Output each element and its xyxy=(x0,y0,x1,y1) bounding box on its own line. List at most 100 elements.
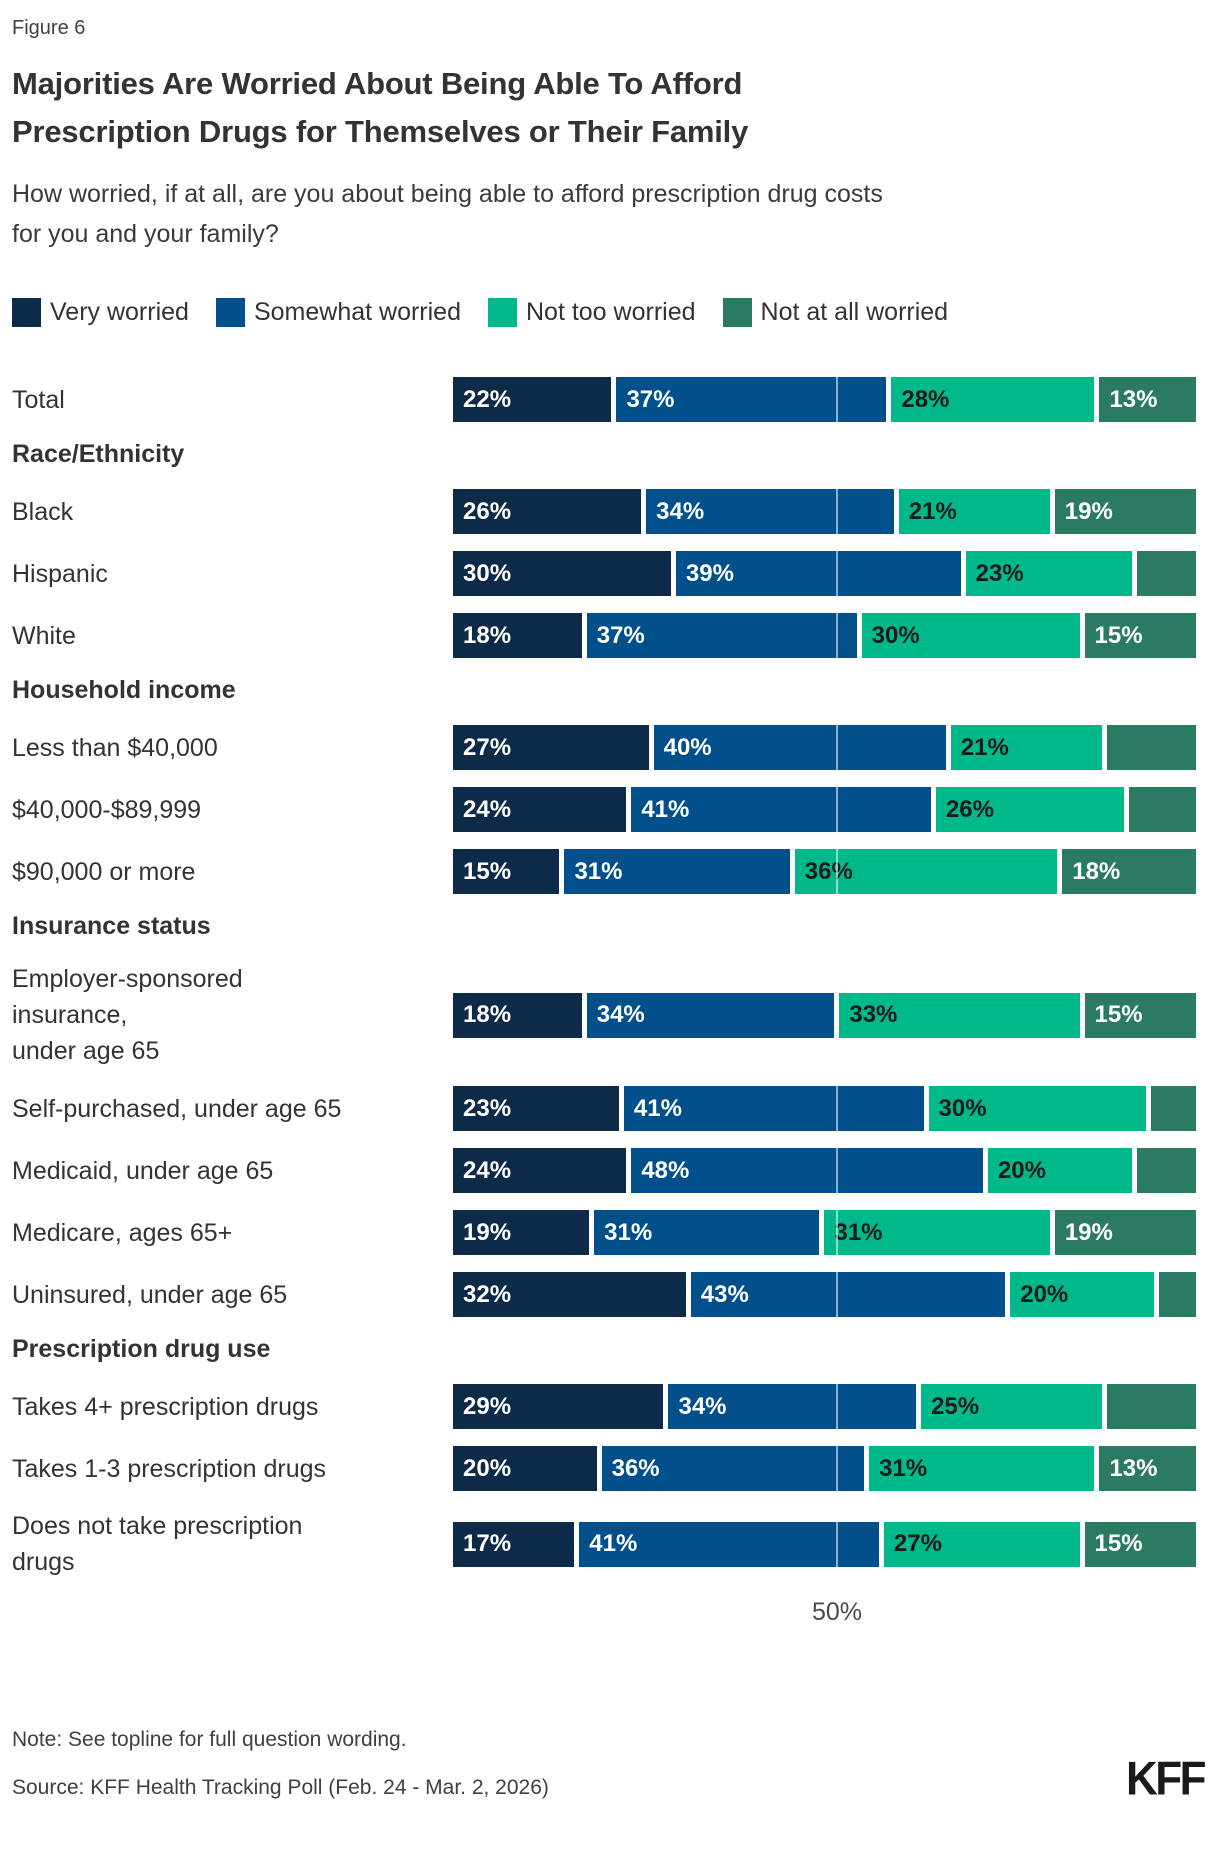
segment-value-label: 19% xyxy=(1064,497,1113,525)
chart-subtitle-line2: for you and your family? xyxy=(12,220,279,248)
segment-value-label: 24% xyxy=(463,795,512,823)
segment-value-label: 21% xyxy=(960,733,1009,761)
chart-title-line1: Majorities Are Worried About Being Able … xyxy=(12,66,743,101)
row-label: $40,000-$89,999 xyxy=(12,795,202,824)
legend-swatch-very-worried xyxy=(12,298,41,327)
segment-not-too-worried: 26% xyxy=(935,787,1130,832)
segment-value-label: 27% xyxy=(893,1530,942,1557)
segment-value-label: 17% xyxy=(463,1530,512,1557)
segment-very-worried: 15% xyxy=(453,849,565,894)
segment-not-too-worried: 31% xyxy=(824,1210,1055,1255)
chart-row: White 18% 37% 30% 15% xyxy=(0,613,1220,658)
segment-not-too-worried: 28% xyxy=(891,377,1100,422)
bar-track: 17% 41% 27% 15% xyxy=(453,1521,1196,1567)
segment-somewhat-worried: 37% xyxy=(586,613,862,658)
segment-value-label: 41% xyxy=(633,1094,682,1122)
segment-not-at-all-worried: 19% xyxy=(1054,489,1196,534)
segment-value-label: 41% xyxy=(641,795,690,823)
segment-very-worried: 19% xyxy=(453,1210,595,1255)
segment-value-label: 23% xyxy=(975,559,1024,587)
segment-value-label: 19% xyxy=(463,1218,512,1246)
segment-value-label: 43% xyxy=(700,1280,749,1308)
chart-row: Less than $40,000 27% 40% 21% xyxy=(0,725,1220,770)
segment-not-at-all-worried: 13% xyxy=(1099,1446,1196,1491)
segment-value-label: 15% xyxy=(1094,1001,1143,1028)
segment-value-label: 13% xyxy=(1109,1454,1158,1482)
segment-value-label: 31% xyxy=(574,857,623,885)
segment-value-label: 26% xyxy=(463,497,512,525)
legend-item-not-at-all-worried: Not at all worried xyxy=(722,298,948,327)
segment-not-too-worried: 20% xyxy=(987,1148,1137,1193)
segment-not-too-worried: 23% xyxy=(965,551,1137,596)
segment-not-at-all-worried xyxy=(1106,1384,1196,1429)
row-label: Medicare, ages 65+ xyxy=(12,1218,233,1247)
segment-very-worried: 18% xyxy=(453,613,587,658)
segment-value-label: 34% xyxy=(656,497,705,525)
segment-very-worried: 24% xyxy=(453,1148,632,1193)
kff-logo: KFF xyxy=(1125,1752,1207,1806)
segment-not-at-all-worried: 15% xyxy=(1084,613,1196,658)
section-header: Household income xyxy=(12,676,236,704)
chart-title-line2: Prescription Drugs for Themselves or The… xyxy=(12,114,749,149)
segment-somewhat-worried: 34% xyxy=(668,1384,922,1429)
segment-value-label: 18% xyxy=(463,621,512,649)
chart-row: Uninsured, under age 65 32% 43% 20% xyxy=(0,1272,1220,1317)
bar-track: 23% 41% 30% xyxy=(453,1086,1196,1131)
segment-somewhat-worried: 43% xyxy=(690,1272,1011,1317)
segment-not-at-all-worried xyxy=(1136,551,1196,596)
chart-subtitle: How worried, if at all, are you about be… xyxy=(0,174,1220,254)
segment-value-label: 48% xyxy=(641,1156,690,1184)
segment-not-too-worried: 21% xyxy=(950,725,1107,770)
segment-very-worried: 22% xyxy=(453,377,617,422)
segment-very-worried: 24% xyxy=(453,787,632,832)
segment-value-label: 36% xyxy=(611,1454,660,1482)
bar-track: 24% 48% 20% xyxy=(453,1148,1196,1193)
row-label: Does not take prescription drugs xyxy=(12,1512,303,1576)
legend-swatch-somewhat-worried xyxy=(215,298,245,327)
bar-track: 18% 37% 30% 15% xyxy=(453,613,1196,658)
row-label: Total xyxy=(12,385,65,414)
chart-title: Majorities Are Worried About Being Able … xyxy=(0,60,1220,156)
row-label: Less than $40,000 xyxy=(12,733,218,762)
row-label: Takes 1-3 prescription drugs xyxy=(12,1454,327,1483)
legend-item-not-too-worried: Not too worried xyxy=(487,298,696,327)
segment-somewhat-worried: 36% xyxy=(601,1446,870,1491)
bar-track: 15% 31% 36% 18% xyxy=(453,849,1196,894)
note-text: Note: See topline for full question word… xyxy=(12,1728,407,1751)
bar-track: 18% 34% 33% 15% xyxy=(453,992,1196,1038)
segment-not-too-worried: 30% xyxy=(861,613,1085,658)
bar-track: 20% 36% 31% 13% xyxy=(453,1446,1196,1491)
row-label: $90,000 or more xyxy=(12,857,196,886)
segment-not-at-all-worried: 19% xyxy=(1054,1210,1196,1255)
segment-value-label: 18% xyxy=(463,1001,512,1028)
bar-track: 19% 31% 31% 19% xyxy=(453,1210,1196,1255)
segment-very-worried: 18% xyxy=(453,992,587,1038)
section-header: Prescription drug use xyxy=(12,1335,271,1363)
segment-not-too-worried: 20% xyxy=(1010,1272,1159,1317)
segment-somewhat-worried: 31% xyxy=(594,1210,825,1255)
segment-somewhat-worried: 41% xyxy=(623,1086,929,1131)
segment-value-label: 31% xyxy=(879,1454,928,1482)
segment-value-label: 31% xyxy=(604,1218,653,1246)
row-label: White xyxy=(12,621,76,650)
chart-row: Medicaid, under age 65 24% 48% 20% xyxy=(0,1148,1220,1193)
segment-somewhat-worried: 40% xyxy=(653,725,951,770)
segment-very-worried: 17% xyxy=(453,1521,580,1567)
segment-somewhat-worried: 37% xyxy=(616,377,892,422)
bar-track: 30% 39% 23% xyxy=(453,551,1196,596)
segment-not-at-all-worried xyxy=(1129,787,1196,832)
segment-value-label: 27% xyxy=(463,733,512,761)
segment-somewhat-worried: 48% xyxy=(631,1148,988,1193)
legend-item-very-worried: Very worried xyxy=(12,298,189,327)
segment-not-too-worried: 30% xyxy=(928,1086,1152,1131)
segment-value-label: 33% xyxy=(849,1001,898,1028)
bar-track: 27% 40% 21% xyxy=(453,725,1196,770)
row-label: Employer-sponsored insurance, under age … xyxy=(12,965,243,1065)
segment-very-worried: 23% xyxy=(453,1086,624,1131)
segment-value-label: 37% xyxy=(596,621,645,649)
segment-not-too-worried: 21% xyxy=(898,489,1055,534)
segment-value-label: 20% xyxy=(1020,1280,1069,1308)
footer: Source: KFF Health Tracking Poll (Feb. 2… xyxy=(0,1752,1220,1806)
chart-row: Does not take prescription drugs 17% 41% 27… xyxy=(0,1508,1220,1580)
